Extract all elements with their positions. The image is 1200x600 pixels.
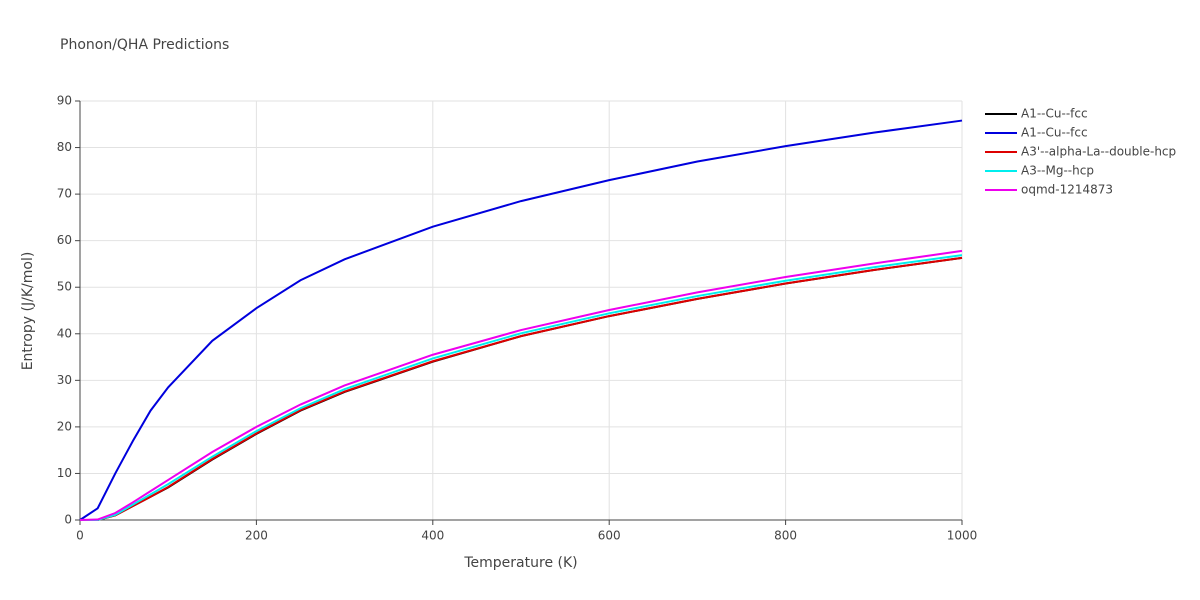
y-tick-label: 70 — [57, 187, 72, 201]
series-line — [79, 119, 963, 521]
y-axis-title: Entropy (J/K/mol) — [20, 252, 36, 371]
x-tick-label: 600 — [598, 529, 621, 543]
x-tick-label: 1000 — [947, 529, 978, 543]
y-tick-label: 40 — [57, 326, 72, 340]
legend-label[interactable]: oqmd-1214873 — [1021, 183, 1113, 197]
legend-label[interactable]: A3'--alpha-La--double-hcp — [1021, 145, 1176, 159]
x-tick-label: 800 — [774, 529, 797, 543]
y-tick-label: 0 — [64, 513, 72, 527]
x-tick-label: 200 — [245, 529, 268, 543]
series-line — [80, 256, 963, 521]
series-line — [79, 249, 963, 521]
legend-label[interactable]: A1--Cu--fcc — [1021, 126, 1088, 140]
y-tick-label: 10 — [57, 466, 72, 480]
y-tick-label: 50 — [57, 280, 72, 294]
y-tick-label: 80 — [57, 140, 72, 154]
y-tick-label: 60 — [57, 233, 72, 247]
series-line — [80, 256, 963, 521]
y-tick-label: 90 — [57, 94, 72, 108]
legend-label[interactable]: A1--Cu--fcc — [1021, 107, 1088, 121]
x-tick-label: 400 — [421, 529, 444, 543]
series-line — [80, 254, 963, 521]
chart-title: Phonon/QHA Predictions — [60, 37, 229, 53]
y-tick-label: 20 — [57, 419, 72, 433]
x-tick-label: 0 — [76, 529, 84, 543]
legend-label[interactable]: A3--Mg--hcp — [1021, 164, 1094, 178]
x-axis-title: Temperature (K) — [463, 555, 577, 571]
y-tick-label: 30 — [57, 373, 72, 387]
